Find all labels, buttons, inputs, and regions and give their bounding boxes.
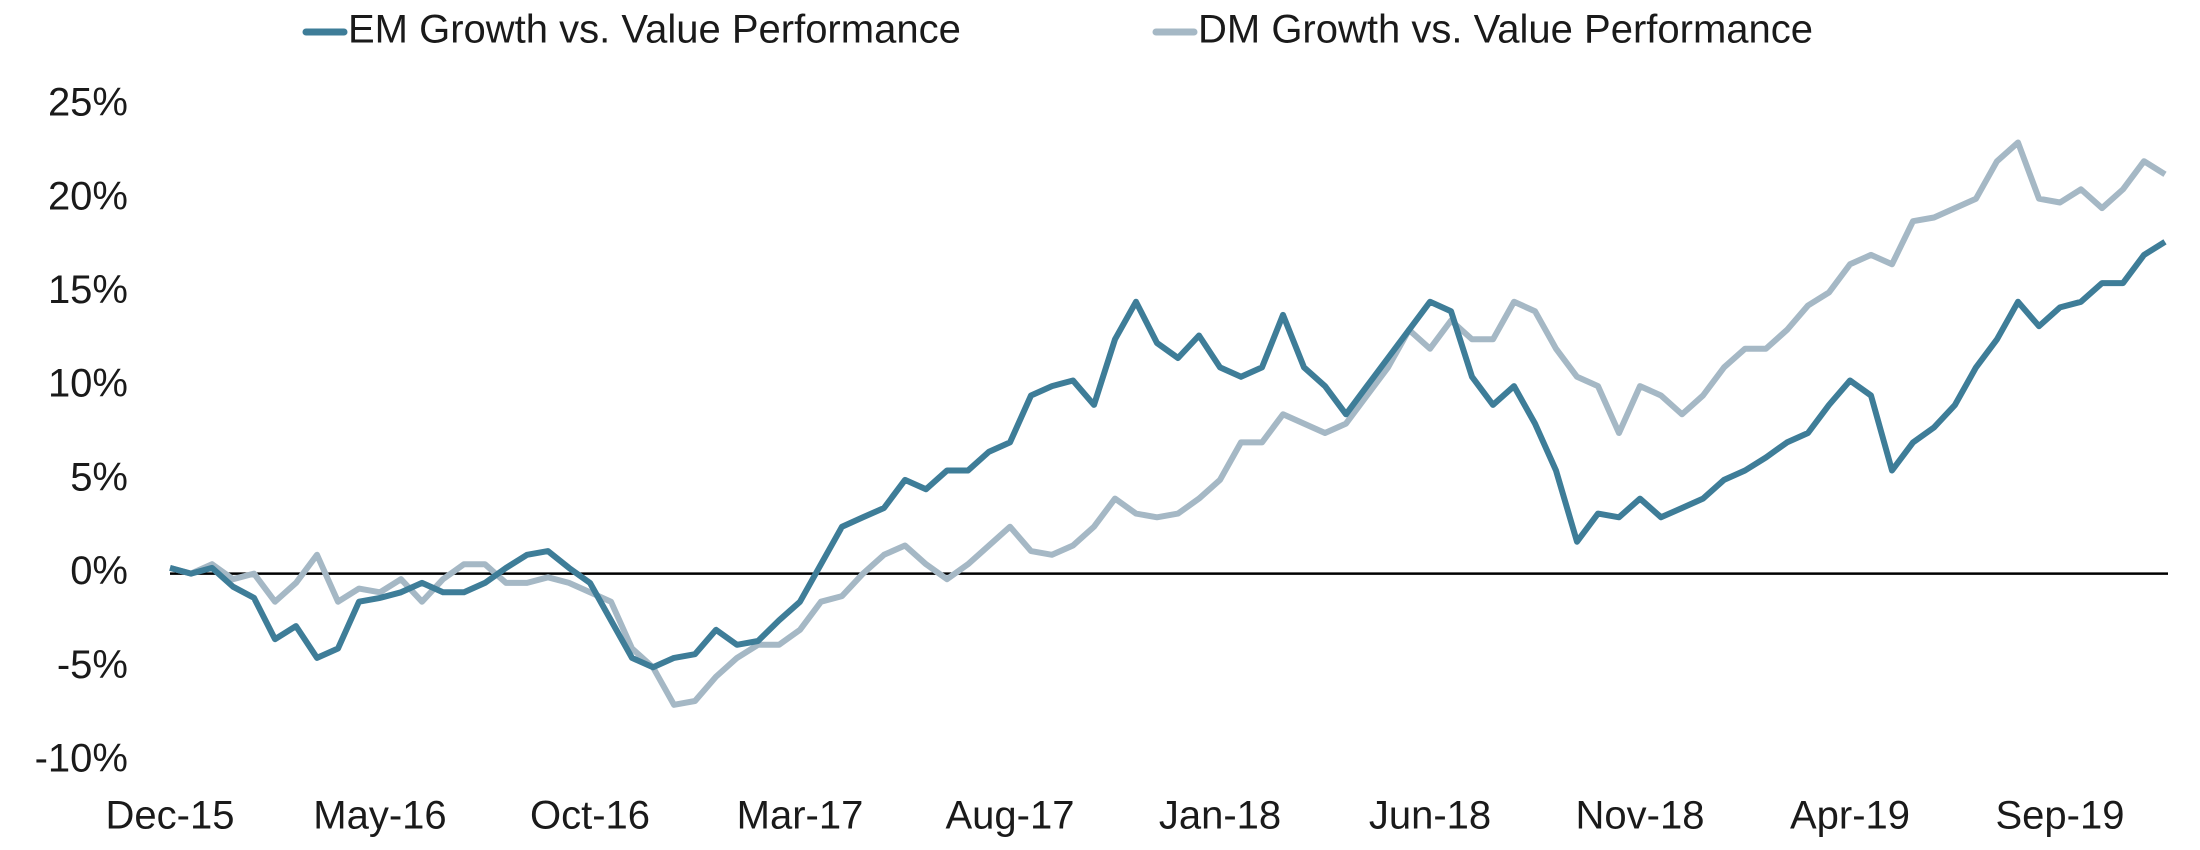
series-line [169, 139, 2167, 708]
x-tick-label: Oct-16 [530, 794, 650, 838]
y-tick-label: 10% [48, 362, 128, 406]
x-tick-label: Jun-18 [1369, 794, 1491, 838]
x-tick-label: Apr-19 [1790, 794, 1910, 838]
y-tick-label: -10% [35, 737, 128, 781]
x-tick-label: Dec-15 [106, 794, 235, 838]
y-tick-label: 0% [70, 549, 128, 593]
y-tick-label: 25% [48, 81, 128, 125]
x-tick-label: Sep-19 [1996, 794, 2125, 838]
y-tick-label: 5% [70, 455, 128, 499]
x-tick-label: May-16 [313, 794, 446, 838]
legend-label: EM Growth vs. Value Performance [348, 8, 961, 52]
x-tick-label: Jan-18 [1159, 794, 1281, 838]
legend-label: DM Growth vs. Value Performance [1198, 8, 1813, 52]
y-tick-label: 20% [48, 174, 128, 218]
y-tick-label: -5% [57, 643, 128, 687]
series-line [169, 239, 2167, 671]
x-tick-label: Mar-17 [737, 794, 864, 838]
x-tick-label: Aug-17 [946, 794, 1075, 838]
x-tick-label: Nov-18 [1576, 794, 1705, 838]
y-tick-label: 15% [48, 268, 128, 312]
